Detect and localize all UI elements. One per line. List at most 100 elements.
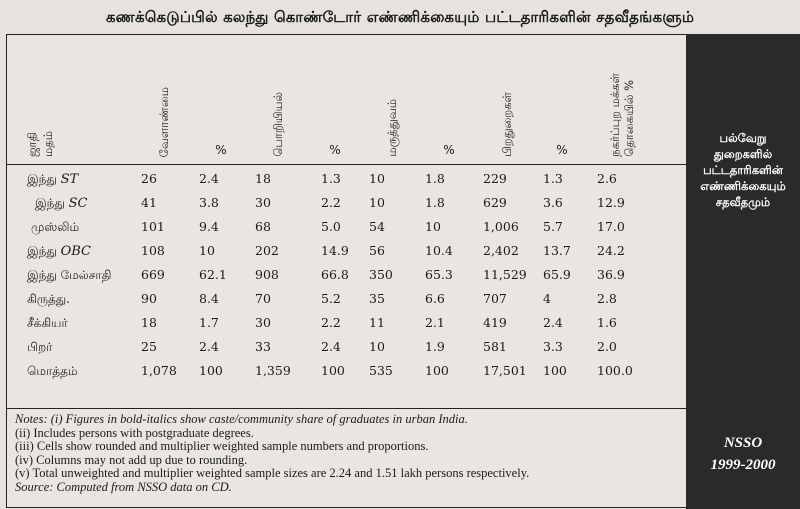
table-cell: 3.6 bbox=[543, 195, 563, 210]
note-line: (v) Total unweighted and multiplier weig… bbox=[15, 466, 530, 481]
table-cell: 11,529 bbox=[483, 267, 527, 282]
table-cell: 70 bbox=[255, 291, 271, 306]
table-cell: 2.0 bbox=[597, 339, 617, 354]
note-line: Notes: (i) Figures in bold-italics show … bbox=[15, 412, 468, 426]
source-line: Source: Computed from NSSO data on CD. bbox=[15, 479, 232, 494]
table-cell: 12.9 bbox=[597, 195, 625, 210]
table-row: இந்து மேல்சாதி 669 62.1 908 66.8 350 65.… bbox=[7, 263, 687, 287]
table-cell: 1,006 bbox=[483, 219, 519, 234]
table-row: இந்து OBC 108 10 202 14.9 56 10.4 2,402 … bbox=[7, 239, 687, 263]
header-caste-religion: ஜாதி மதம் bbox=[7, 35, 135, 165]
table-header: ஜாதி மதம் வேளாண்மை % பொறியியல் % மருத்து… bbox=[7, 35, 687, 165]
table-cell: 4 bbox=[543, 291, 551, 306]
note-line: (iv) Columns may not add up due to round… bbox=[15, 452, 248, 467]
table-cell: 8.4 bbox=[199, 291, 219, 306]
table-cell: 56 bbox=[369, 243, 385, 258]
table-title: கணக்கெடுப்பில் கலந்து கொண்டோர் எண்ணிக்கை… bbox=[105, 8, 695, 26]
row-label: இந்து SC bbox=[35, 196, 88, 211]
header-agriculture: வேளாண்மை bbox=[157, 86, 171, 157]
row-label: இந்து ST bbox=[27, 172, 79, 187]
side-panel: பல்வேறு துறைகளில் பட்டதாரிகளின் எண்ணிக்க… bbox=[686, 34, 800, 509]
table-cell: 3.3 bbox=[543, 339, 563, 354]
note-line: (ii) Includes persons with postgraduate … bbox=[15, 425, 254, 440]
table-cell: 2.4 bbox=[199, 339, 219, 354]
table-cell: 25 bbox=[141, 339, 157, 354]
table-cell: 11 bbox=[369, 315, 385, 330]
table-cell: 202 bbox=[255, 243, 279, 258]
table-cell: 41 bbox=[141, 195, 157, 210]
table-cell: 1.8 bbox=[425, 195, 445, 210]
table-cell: 10 bbox=[369, 339, 385, 354]
table-cell: 5.2 bbox=[321, 291, 341, 306]
row-label: மொத்தம் bbox=[27, 364, 78, 378]
table-cell: 26 bbox=[141, 171, 157, 186]
table-cell: 2.8 bbox=[597, 291, 617, 306]
table-cell: 10.4 bbox=[425, 243, 453, 258]
row-label: இந்து மேல்சாதி bbox=[27, 268, 112, 282]
table-cell: 1.6 bbox=[597, 315, 617, 330]
data-table: ஜாதி மதம் வேளாண்மை % பொறியியல் % மருத்து… bbox=[6, 34, 687, 508]
header-engineering-pct: % bbox=[329, 143, 341, 157]
table-cell: 1.3 bbox=[543, 171, 563, 186]
table-row: இந்து ST 26 2.4 18 1.3 10 1.8 229 1.3 2.… bbox=[7, 167, 687, 191]
table-cell: 14.9 bbox=[321, 243, 349, 258]
table-cell: 2.1 bbox=[425, 315, 445, 330]
table-cell: 30 bbox=[255, 315, 271, 330]
table-cell: 2,402 bbox=[483, 243, 519, 258]
table-cell: 2.4 bbox=[321, 339, 341, 354]
table-cell: 6.6 bbox=[425, 291, 445, 306]
table-row-total: மொத்தம் 1,078 100 1,359 100 535 100 17,5… bbox=[7, 359, 687, 383]
header-caste: ஜாதி bbox=[25, 131, 39, 157]
table-cell: 10 bbox=[369, 171, 385, 186]
table-cell: 62.1 bbox=[199, 267, 227, 282]
table-cell: 100 bbox=[543, 363, 567, 378]
table-cell: 33 bbox=[255, 339, 271, 354]
table-cell: 36.9 bbox=[597, 267, 625, 282]
table-cell: 581 bbox=[483, 339, 507, 354]
note-line: (iii) Cells show rounded and multiplier … bbox=[15, 439, 429, 454]
header-medicine: மருத்துவம் bbox=[385, 99, 399, 157]
table-cell: 3.8 bbox=[199, 195, 219, 210]
table-row: பிறர் 25 2.4 33 2.4 10 1.9 581 3.3 2.0 bbox=[7, 335, 687, 359]
table-cell: 30 bbox=[255, 195, 271, 210]
table-cell: 54 bbox=[369, 219, 385, 234]
table-cell: 100 bbox=[321, 363, 345, 378]
table-cell: 101 bbox=[141, 219, 165, 234]
table-cell: 1,359 bbox=[255, 363, 291, 378]
table-cell: 17,501 bbox=[483, 363, 527, 378]
row-label: இந்து OBC bbox=[27, 244, 92, 259]
table-cell: 669 bbox=[141, 267, 165, 282]
table-cell: 2.4 bbox=[199, 171, 219, 186]
table-cell: 10 bbox=[425, 219, 441, 234]
table-cell: 24.2 bbox=[597, 243, 625, 258]
table-cell: 18 bbox=[255, 171, 271, 186]
table-cell: 10 bbox=[369, 195, 385, 210]
table-cell: 1.3 bbox=[321, 171, 341, 186]
table-cell: 229 bbox=[483, 171, 507, 186]
header-engineering: பொறியியல் bbox=[271, 92, 285, 157]
table-cell: 2.2 bbox=[321, 315, 341, 330]
table-row: சீக்கியர் 18 1.7 30 2.2 11 2.1 419 2.4 1… bbox=[7, 311, 687, 335]
header-urban-population-pct: நகர்ப்புற மக்கள் தொகையில் % bbox=[608, 73, 636, 157]
header-other-fields: பிறதுறைகள் bbox=[500, 92, 514, 157]
table-cell: 1.9 bbox=[425, 339, 445, 354]
table-cell: 5.7 bbox=[543, 219, 563, 234]
table-cell: 2.4 bbox=[543, 315, 563, 330]
side-panel-source: NSSO 1999-2000 bbox=[710, 435, 776, 473]
header-other-fields-pct: % bbox=[556, 143, 568, 157]
table-cell: 90 bbox=[141, 291, 157, 306]
row-label: பிறர் bbox=[27, 340, 53, 354]
table-row: இந்து SC 41 3.8 30 2.2 10 1.8 629 3.6 12… bbox=[7, 191, 687, 215]
table-cell: 707 bbox=[483, 291, 507, 306]
table-row: கிருத்து. 90 8.4 70 5.2 35 6.6 707 4 2.8 bbox=[7, 287, 687, 311]
table-cell: 9.4 bbox=[199, 219, 219, 234]
table-cell: 1.7 bbox=[199, 315, 219, 330]
table-cell: 1,078 bbox=[141, 363, 177, 378]
table-cell: 350 bbox=[369, 267, 393, 282]
table-cell: 35 bbox=[369, 291, 385, 306]
table-row: முஸ்லிம் 101 9.4 68 5.0 54 10 1,006 5.7 … bbox=[7, 215, 687, 239]
table-cell: 419 bbox=[483, 315, 507, 330]
table-cell: 1.8 bbox=[425, 171, 445, 186]
table-cell: 65.9 bbox=[543, 267, 571, 282]
row-label: முஸ்லிம் bbox=[31, 220, 80, 234]
